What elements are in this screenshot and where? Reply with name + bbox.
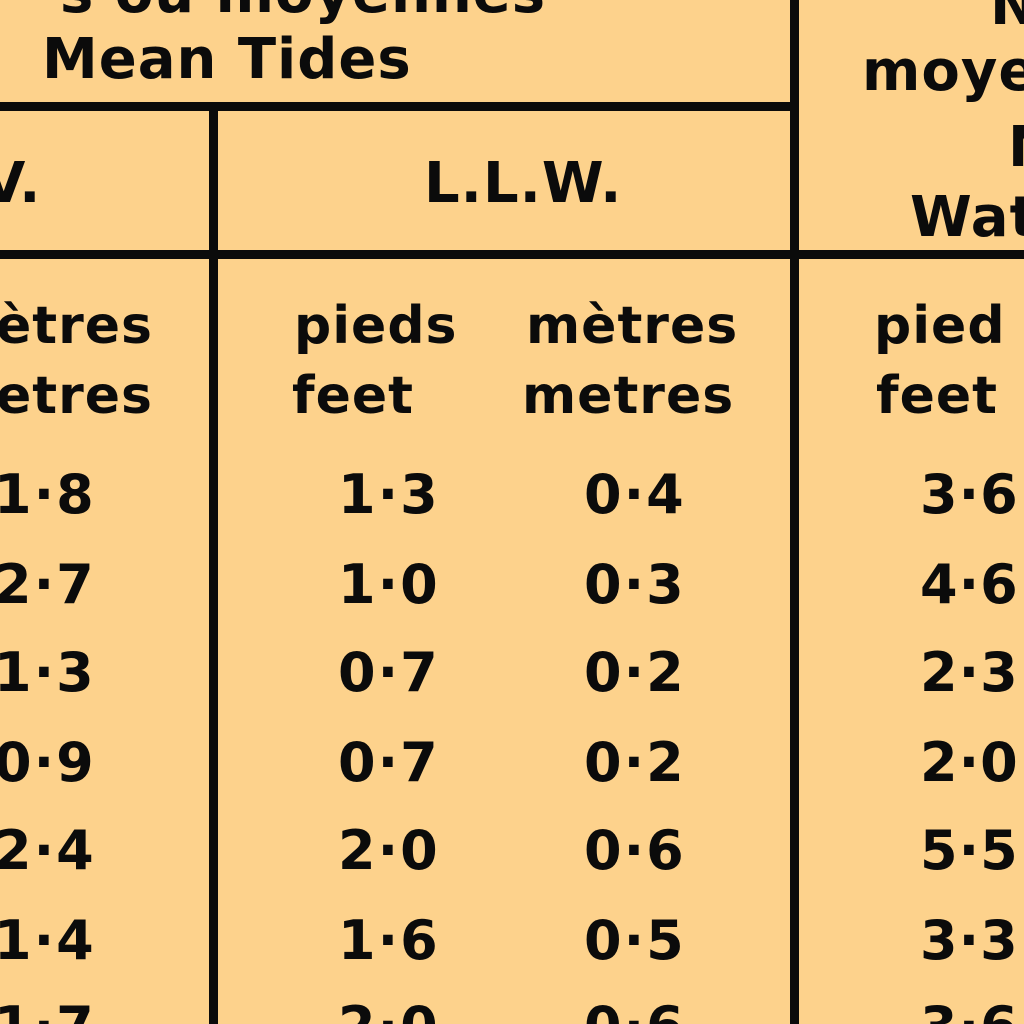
hhw-metres-cell: 2·7 [0, 558, 96, 612]
table-row: 0·9 0·7 0·2 2·0 [0, 736, 1024, 826]
table-row: 2·4 2·0 0·6 5·5 [0, 824, 1024, 914]
table-row: 2·7 1·0 0·3 4·6 [0, 558, 1024, 648]
llw-feet-cell: 2·0 [338, 824, 440, 878]
mean-water-feet-cell: 3·3 [920, 914, 1019, 968]
llw-metres-cell: 0·6 [584, 1000, 686, 1024]
llw-feet-unit-english: feet [292, 370, 414, 422]
llw-feet-cell: 1·3 [338, 468, 440, 522]
llw-metres-unit-english: metres [522, 370, 734, 422]
hhw-metres-cell: 1·4 [0, 914, 96, 968]
right-unit-english: feet [876, 370, 998, 422]
llw-metres-cell: 0·2 [584, 736, 686, 790]
llw-header: L.L.W. [424, 156, 622, 212]
hhw-metres-cell: 1·7 [0, 1000, 96, 1024]
llw-metres-unit-french: mètres [526, 300, 738, 352]
hhw-metres-cell: 1·3 [0, 646, 96, 700]
right-header-line-2: moye [862, 44, 1024, 100]
llw-feet-cell: 0·7 [338, 736, 440, 790]
mean-water-feet-cell: 3·6 [920, 1000, 1019, 1024]
mean-water-feet-cell: 5·5 [920, 824, 1019, 878]
mean-water-feet-cell: 3·6 [920, 468, 1019, 522]
table-row: 1·4 1·6 0·5 3·3 [0, 914, 1024, 1004]
hhw-metres-cell: 0·9 [0, 736, 96, 790]
right-header-line-1: Ni [990, 0, 1024, 34]
mean-water-feet-cell: 2·3 [920, 646, 1019, 700]
llw-feet-cell: 1·6 [338, 914, 440, 968]
column-divider-right [790, 0, 799, 1024]
llw-feet-cell: 1·0 [338, 558, 440, 612]
mean-water-feet-cell: 4·6 [920, 558, 1019, 612]
right-header-line-3: N [1008, 120, 1024, 176]
header-rule-upper [0, 102, 798, 111]
llw-metres-cell: 0·5 [584, 914, 686, 968]
table-row: 1·7 2·0 0·6 3·6 [0, 1000, 1024, 1024]
column-divider-left [209, 104, 218, 1024]
right-unit-french: pied [874, 300, 1006, 352]
right-header-line-4: Wat [910, 190, 1024, 246]
table-row: 1·8 1·3 0·4 3·6 [0, 468, 1024, 558]
hhw-unit-english: etres [0, 370, 153, 422]
group-title: Mean Tides [42, 32, 412, 88]
llw-metres-cell: 0·6 [584, 824, 686, 878]
llw-feet-cell: 2·0 [338, 1000, 440, 1024]
llw-feet-cell: 0·7 [338, 646, 440, 700]
llw-metres-cell: 0·4 [584, 468, 686, 522]
hhw-metres-cell: 1·8 [0, 468, 96, 522]
group-title-top-partial: s ou moyennes [60, 0, 546, 22]
table-row: 1·3 0·7 0·2 2·3 [0, 646, 1024, 736]
hhw-unit-french: ètres [0, 300, 153, 352]
llw-metres-cell: 0·2 [584, 646, 686, 700]
llw-feet-unit-french: pieds [294, 300, 458, 352]
llw-metres-cell: 0·3 [584, 558, 686, 612]
hhw-header-partial: V. [0, 156, 41, 212]
hhw-metres-cell: 2·4 [0, 824, 96, 878]
header-rule-lower [0, 250, 1024, 259]
mean-water-feet-cell: 2·0 [920, 736, 1019, 790]
